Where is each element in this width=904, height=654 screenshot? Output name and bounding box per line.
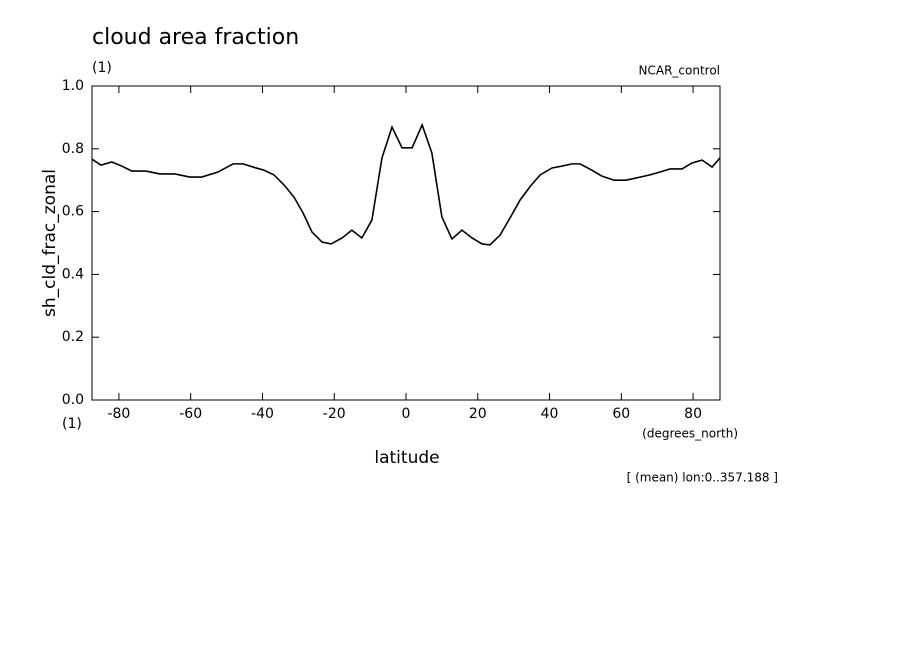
x-tick-label: 60 [612, 406, 630, 422]
y-tick-label: 0.4 [62, 266, 84, 282]
x-tick-label: 80 [684, 406, 702, 422]
x-axis-label: latitude [374, 448, 439, 468]
y-tick-label: 0.6 [62, 204, 84, 220]
x-tick-label: -80 [107, 406, 130, 422]
x-tick-label: -20 [323, 406, 346, 422]
y-tick-label: 1.0 [62, 78, 84, 94]
x-tick-label: -40 [251, 406, 274, 422]
y-tick-label: 0.8 [62, 141, 84, 157]
note: [ (mean) lon:0..357.188 ] [627, 471, 778, 485]
y-tick-label: 0.2 [62, 329, 84, 345]
title-units: (1) [92, 60, 112, 76]
y-axis-label: sh_cld_frac_zonal [40, 169, 60, 317]
x-units: (degrees_north) [642, 427, 738, 441]
x-tick-label: 40 [541, 406, 559, 422]
y-tick-label: 0.0 [62, 392, 84, 408]
data-line [91, 122, 721, 246]
x-tick-label: 0 [402, 406, 411, 422]
chart-title: cloud area fraction [92, 25, 299, 50]
y-units: (1) [62, 416, 82, 432]
x-tick-label: -60 [179, 406, 202, 422]
x-tick-label: 20 [469, 406, 487, 422]
plot-frame [91, 85, 721, 401]
dataset-label: NCAR_control [639, 64, 721, 78]
